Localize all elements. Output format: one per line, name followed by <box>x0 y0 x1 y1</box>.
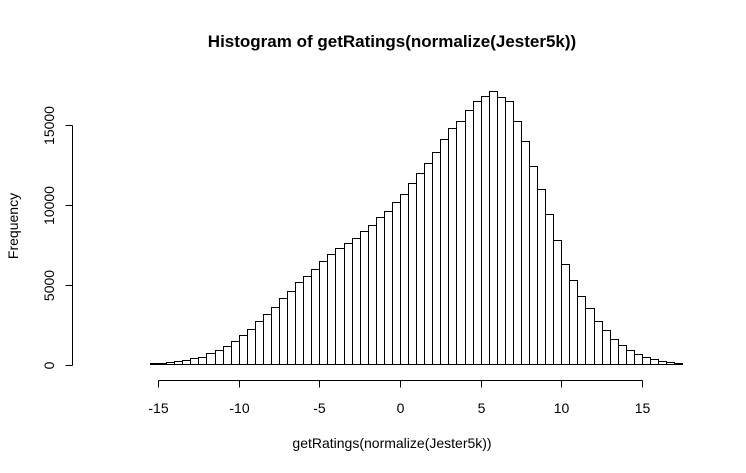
histogram-bar <box>368 225 377 365</box>
histogram-bar <box>190 358 199 365</box>
histogram-bar <box>150 363 159 365</box>
x-axis: -15 -10 -5 0 5 10 15 <box>148 380 651 416</box>
histogram-bar <box>594 321 603 365</box>
x-axis-label: getRatings(normalize(Jester5k)) <box>292 435 491 451</box>
histogram-bar <box>311 269 320 365</box>
histogram-bar <box>271 307 280 365</box>
histogram-bar <box>529 166 538 365</box>
histogram-bar <box>392 202 401 365</box>
histogram-bar <box>610 339 619 365</box>
histogram-bar <box>174 361 183 365</box>
histogram-bar <box>569 280 578 365</box>
histogram-bar <box>408 183 417 365</box>
y-tick-label: 10000 <box>41 186 57 225</box>
histogram-bar <box>319 261 328 365</box>
histogram-bar <box>456 121 466 365</box>
histogram-bar <box>650 359 659 365</box>
histogram-bar <box>577 296 586 365</box>
histogram-bar <box>239 335 248 365</box>
histogram-bar <box>465 110 474 365</box>
histogram-bar <box>440 139 449 365</box>
histogram-bar <box>215 350 224 365</box>
histogram-bar <box>513 121 522 365</box>
y-tick-label: 15000 <box>41 106 57 145</box>
histogram-bar <box>287 291 296 365</box>
histogram-bar <box>561 264 570 365</box>
histogram-bar <box>335 248 345 365</box>
histogram-bar <box>481 96 490 365</box>
y-tick-label: 5000 <box>41 270 57 301</box>
histogram-bar <box>489 91 498 365</box>
histogram-bar <box>545 214 554 365</box>
histogram-bar <box>384 211 393 365</box>
histogram-bar <box>303 276 312 365</box>
histogram-bars <box>150 91 683 365</box>
histogram-bar <box>473 101 482 365</box>
histogram-bar <box>432 152 441 365</box>
x-tick-label: 10 <box>554 400 570 416</box>
y-axis-label: Frequency <box>5 193 21 259</box>
x-tick-label: -15 <box>148 400 168 416</box>
histogram-bar <box>352 238 361 365</box>
histogram-bar <box>279 298 288 365</box>
histogram-bar <box>247 329 256 365</box>
histogram-bar <box>585 308 595 365</box>
histogram-bar <box>344 243 353 365</box>
histogram-bar <box>666 362 675 365</box>
histogram-bar <box>634 354 643 365</box>
histogram-bar <box>416 173 425 365</box>
x-tick-label: 15 <box>635 400 651 416</box>
histogram-bar <box>198 357 207 365</box>
histogram-bar <box>642 357 651 365</box>
histogram-bar <box>626 350 635 365</box>
histogram-bar <box>295 282 304 365</box>
histogram-bar <box>223 346 232 365</box>
histogram-bar <box>658 361 667 365</box>
histogram-bar <box>618 345 627 365</box>
histogram-bar <box>166 362 175 365</box>
histogram-bar <box>158 363 167 365</box>
histogram-bar <box>602 330 611 365</box>
x-tick-label: 0 <box>397 400 405 416</box>
histogram-bar <box>255 321 264 365</box>
histogram-bar <box>231 341 240 365</box>
histogram-bar <box>206 353 216 365</box>
x-tick-label: -5 <box>313 400 326 416</box>
histogram-bar <box>553 240 562 365</box>
x-tick-label: 5 <box>478 400 486 416</box>
y-axis: 0 5000 10000 15000 <box>41 106 73 369</box>
histogram-bar <box>400 194 409 365</box>
histogram-bar <box>182 360 191 365</box>
histogram-bar <box>505 101 514 365</box>
histogram-bar <box>360 231 369 365</box>
histogram-bar <box>497 97 506 365</box>
histogram-bar <box>521 141 530 365</box>
histogram-bar <box>674 363 683 365</box>
histogram-bar <box>376 217 385 365</box>
y-tick-label: 0 <box>41 361 57 369</box>
histogram-bar <box>327 254 336 365</box>
histogram-bar <box>263 314 272 365</box>
x-tick-label: -10 <box>229 400 249 416</box>
histogram-bar <box>537 189 546 365</box>
histogram-bar <box>448 128 457 365</box>
chart-title: Histogram of getRatings(normalize(Jester… <box>208 32 576 51</box>
histogram-bar <box>424 163 433 365</box>
